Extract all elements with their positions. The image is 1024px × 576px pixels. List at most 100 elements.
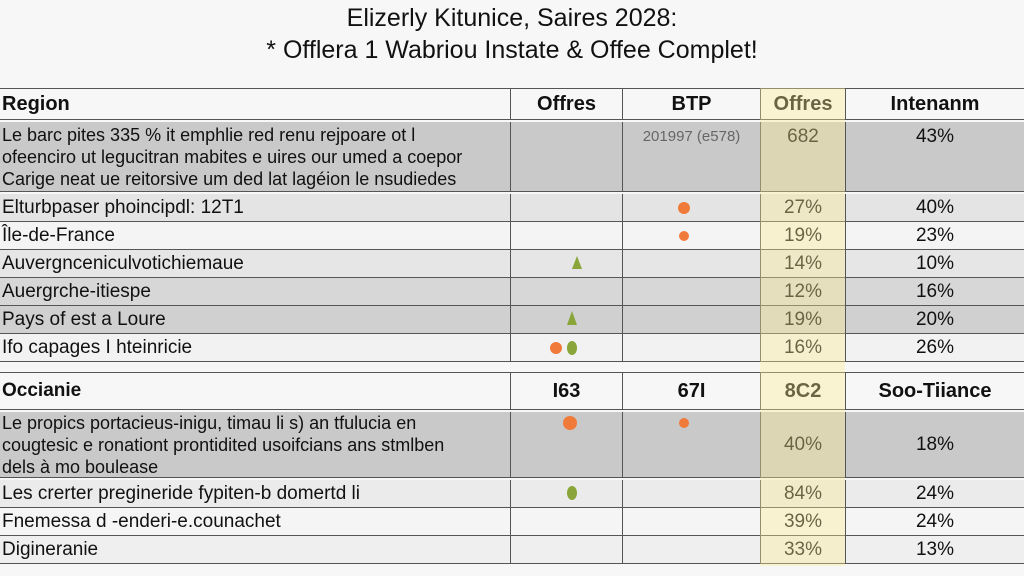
region-cell: Île-de-France	[0, 222, 510, 249]
region-line: Le barc pites 335 % it emphlie red renu …	[2, 124, 416, 145]
value-cell	[622, 250, 760, 277]
table-row: Le barc pites 335 % it emphlie red renu …	[0, 122, 1024, 192]
region-cell: Fnemessa d -enderi-e.counachet	[0, 508, 510, 535]
value-text: 43%	[915, 126, 955, 147]
value-text: 26%	[915, 336, 955, 358]
value-cell: 16%	[845, 278, 1024, 305]
value-cell: 26%	[845, 334, 1024, 361]
header-cell: Offres	[760, 89, 845, 119]
region-cell: Auergrche-itiespe	[0, 278, 510, 305]
header-cell: Intenanm	[845, 89, 1024, 119]
value-text: 19%	[783, 224, 823, 246]
value-cell	[622, 278, 760, 305]
value-text: 13%	[915, 538, 955, 560]
value-cell: 16%	[760, 334, 845, 361]
value-text: Soo-Tiiance	[878, 380, 992, 402]
value-cell: 24%	[845, 508, 1024, 535]
value-cell	[622, 480, 760, 507]
value-cell: 14%	[760, 250, 845, 277]
value-cell	[622, 508, 760, 535]
value-cell	[622, 194, 760, 221]
value-text: I63	[552, 380, 581, 402]
table-row: Le propics portacieus-inigu, timau li s)…	[0, 412, 1024, 478]
value-cell: Soo-Tiiance	[845, 373, 1024, 409]
section-row: Occianie I63 67I 8C2 Soo-Tiiance	[0, 372, 1024, 410]
region-cell: Les crerter pregineride fypiten-b domert…	[0, 480, 510, 507]
value-text: 40%	[915, 196, 955, 218]
table-row: Ifo capages I hteinricie 16% 26%	[0, 334, 1024, 362]
region-cell: Ifo capages I hteinricie	[0, 334, 510, 361]
region-cell: Digineranie	[0, 536, 510, 563]
region-line: Auvergnceniculvotichiemaue	[2, 252, 244, 274]
header-row: Region Offres BTP Offres Intenanm	[0, 88, 1024, 120]
value-text: 14%	[783, 252, 823, 274]
table-row: Île-de-France 19% 23%	[0, 222, 1024, 250]
value-text: 12%	[783, 280, 823, 302]
value-cell: 13%	[845, 536, 1024, 563]
region-line: Carige neat ue reitorsive um ded lat lag…	[2, 168, 457, 189]
table-row: Elturbpaser phoincipdl: 12T1 27% 40%	[0, 194, 1024, 222]
value-cell	[510, 122, 622, 191]
header-cell: BTP	[622, 89, 760, 119]
value-text: 24%	[915, 510, 955, 532]
value-text: 8C2	[784, 380, 822, 402]
region-line: Fnemessa d -enderi-e.counachet	[2, 510, 281, 532]
title-line: Elizerly Kitunice, Saires 2028:	[346, 4, 678, 32]
value-text: 18%	[915, 433, 955, 455]
value-cell: 39%	[760, 508, 845, 535]
value-cell	[622, 334, 760, 361]
value-text: 19%	[783, 308, 823, 330]
header-cell: Offres	[510, 89, 622, 119]
table-row: Fnemessa d -enderi-e.counachet 39% 24%	[0, 508, 1024, 536]
value-cell	[510, 250, 622, 277]
value-cell	[510, 278, 622, 305]
table-row: Digineranie 33% 13%	[0, 536, 1024, 564]
value-cell	[622, 306, 760, 333]
value-cell	[622, 536, 760, 563]
value-cell: 201997 (e578)	[622, 122, 760, 191]
value-cell: 12%	[760, 278, 845, 305]
region-cell: Le barc pites 335 % it emphlie red renu …	[0, 122, 510, 191]
value-cell: 43%	[845, 122, 1024, 191]
value-cell: 33%	[760, 536, 845, 563]
value-text: 39%	[783, 510, 823, 532]
region-line: dels à mo bouleasе	[2, 456, 159, 477]
value-cell: 24%	[845, 480, 1024, 507]
value-cell: 84%	[760, 480, 845, 507]
value-text: 23%	[915, 224, 955, 246]
value-cell	[510, 536, 622, 563]
value-cell	[510, 334, 622, 361]
value-cell: 10%	[845, 250, 1024, 277]
region-line: Le propics portacieus-inigu, timau li s)…	[2, 412, 417, 433]
value-text: 20%	[915, 308, 955, 330]
value-cell: 40%	[760, 412, 845, 477]
value-cell	[510, 222, 622, 249]
value-cell: 682	[760, 122, 845, 191]
table-row: Les crerter pregineride fypiten-b domert…	[0, 480, 1024, 508]
region-line: Ifo capages I hteinricie	[2, 336, 193, 358]
table-row: Auvergnceniculvotichiemaue 14% 10%	[0, 250, 1024, 278]
value-cell: 40%	[845, 194, 1024, 221]
region-line: Île-de-France	[2, 224, 115, 246]
value-cell	[510, 480, 622, 507]
value-cell	[510, 306, 622, 333]
value-cell: 23%	[845, 222, 1024, 249]
region-line: Les crerter pregineride fypiten-b domert…	[2, 482, 361, 504]
value-text: 16%	[783, 336, 823, 358]
value-cell	[622, 412, 760, 477]
value-cell	[510, 412, 622, 477]
value-text: 84%	[783, 482, 823, 504]
value-text: 16%	[915, 280, 955, 302]
value-cell: I63	[510, 373, 622, 409]
value-cell: 20%	[845, 306, 1024, 333]
value-text: 201997 (e578)	[642, 128, 741, 145]
region-line: Digineranie	[2, 538, 99, 560]
value-cell: 67I	[622, 373, 760, 409]
value-cell: 19%	[760, 306, 845, 333]
region-line: Pays of est a Loure	[2, 308, 166, 330]
region-line: Elturbpaser phoincipdl: 12T1	[2, 196, 244, 218]
value-text: 33%	[783, 538, 823, 560]
header-cell: Region	[2, 93, 70, 115]
region-cell: Auvergnceniculvotichiemaue	[0, 250, 510, 277]
